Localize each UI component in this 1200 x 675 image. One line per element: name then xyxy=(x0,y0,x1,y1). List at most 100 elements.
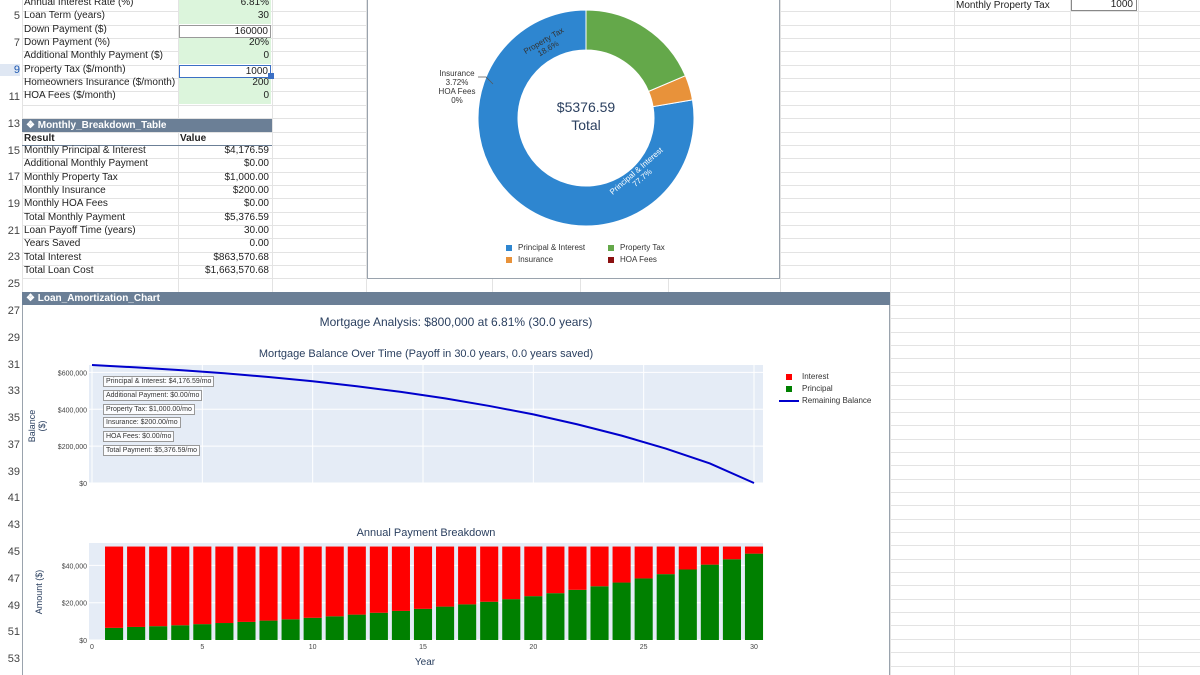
donut-legend-item[interactable]: Principal & Interest xyxy=(506,243,585,252)
interest-bar[interactable] xyxy=(369,546,388,613)
row-number[interactable]: 31 xyxy=(7,359,20,371)
row-number[interactable]: 13 xyxy=(7,118,20,130)
input-value[interactable]: 20% xyxy=(248,37,269,49)
principal-bar[interactable] xyxy=(678,569,697,640)
row-number[interactable]: 45 xyxy=(7,546,20,558)
row-number[interactable]: 51 xyxy=(7,626,20,638)
principal-bar[interactable] xyxy=(700,564,719,640)
input-value[interactable]: 160000 xyxy=(179,24,271,38)
principal-bar[interactable] xyxy=(590,586,609,640)
principal-bar[interactable] xyxy=(281,619,300,640)
principal-bar[interactable] xyxy=(458,604,477,640)
interest-bar[interactable] xyxy=(281,546,300,620)
principal-bar[interactable] xyxy=(303,617,322,640)
row-number[interactable]: 27 xyxy=(7,305,20,317)
principal-bar[interactable] xyxy=(149,626,168,640)
row-number[interactable]: 5 xyxy=(13,10,20,22)
interest-bar[interactable] xyxy=(436,546,455,607)
row-number[interactable]: 29 xyxy=(7,332,20,344)
interest-bar[interactable] xyxy=(700,546,719,565)
interest-bar[interactable] xyxy=(678,546,697,570)
input-value[interactable]: 6.81% xyxy=(240,0,269,8)
interest-bar[interactable] xyxy=(656,546,675,575)
principal-bar[interactable] xyxy=(744,553,764,640)
interest-bar[interactable] xyxy=(612,546,631,583)
interest-bar[interactable] xyxy=(149,546,168,627)
principal-bar[interactable] xyxy=(480,601,499,640)
donut-legend-item[interactable]: Insurance xyxy=(506,255,553,264)
row-number[interactable]: 41 xyxy=(7,492,20,504)
principal-bar[interactable] xyxy=(634,578,653,640)
input-value[interactable]: 1000 xyxy=(179,64,271,78)
principal-bar[interactable] xyxy=(524,596,543,640)
interest-bar[interactable] xyxy=(590,546,609,587)
principal-bar[interactable] xyxy=(215,623,234,640)
principal-bar[interactable] xyxy=(127,626,146,640)
amort-legend-item[interactable]: Principal xyxy=(786,384,833,393)
principal-bar[interactable] xyxy=(722,559,741,640)
monthly-property-tax-cell[interactable]: 1000 xyxy=(1071,0,1137,11)
row-number[interactable]: 17 xyxy=(7,171,20,183)
row-number[interactable]: 47 xyxy=(7,573,20,585)
row-number[interactable]: 23 xyxy=(7,251,20,263)
principal-bar[interactable] xyxy=(259,620,278,640)
principal-bar[interactable] xyxy=(502,599,521,640)
row-number[interactable]: 11 xyxy=(8,91,20,103)
remaining-balance-line[interactable] xyxy=(91,364,755,484)
amort-legend-item[interactable]: Interest xyxy=(786,372,829,381)
interest-bar[interactable] xyxy=(413,546,433,609)
row-number[interactable]: 37 xyxy=(7,439,20,451)
input-value[interactable]: 200 xyxy=(252,77,269,89)
donut-slice-pi[interactable] xyxy=(477,9,695,227)
selection-fill-handle[interactable] xyxy=(268,73,274,79)
interest-bar[interactable] xyxy=(171,546,190,626)
interest-bar[interactable] xyxy=(744,546,764,554)
input-value[interactable]: 30 xyxy=(257,10,269,22)
principal-bar[interactable] xyxy=(105,627,124,640)
input-value[interactable]: 0 xyxy=(263,90,269,102)
input-value[interactable]: 0 xyxy=(263,50,269,62)
principal-bar[interactable] xyxy=(347,614,366,640)
row-number[interactable]: 33 xyxy=(7,385,20,397)
donut-legend-item[interactable]: HOA Fees xyxy=(608,255,657,264)
interest-bar[interactable] xyxy=(193,546,212,625)
row-number[interactable]: 39 xyxy=(7,466,20,478)
interest-bar[interactable] xyxy=(303,546,322,618)
interest-bar[interactable] xyxy=(634,546,653,579)
row-number[interactable]: 25 xyxy=(7,278,20,290)
interest-bar[interactable] xyxy=(391,546,410,611)
interest-bar[interactable] xyxy=(524,546,543,597)
row-number[interactable]: 53 xyxy=(7,653,20,665)
interest-bar[interactable] xyxy=(546,546,565,594)
row-number[interactable]: 9 xyxy=(0,64,20,76)
interest-bar[interactable] xyxy=(347,546,366,615)
interest-bar[interactable] xyxy=(325,546,344,617)
row-number[interactable]: 7 xyxy=(13,37,20,49)
principal-bar[interactable] xyxy=(568,589,587,640)
principal-bar[interactable] xyxy=(171,625,190,640)
principal-bar[interactable] xyxy=(546,593,565,640)
principal-bar[interactable] xyxy=(656,574,675,640)
principal-bar[interactable] xyxy=(436,606,455,640)
interest-bar[interactable] xyxy=(127,546,146,627)
principal-bar[interactable] xyxy=(612,582,631,640)
interest-bar[interactable] xyxy=(237,546,256,622)
interest-bar[interactable] xyxy=(259,546,278,621)
interest-bar[interactable] xyxy=(502,546,521,600)
row-number[interactable]: 19 xyxy=(7,198,20,210)
row-number[interactable]: 49 xyxy=(7,600,20,612)
amort-legend-item[interactable]: Remaining Balance xyxy=(779,396,871,405)
donut-slice-tax[interactable] xyxy=(585,9,687,93)
principal-bar[interactable] xyxy=(369,612,388,640)
principal-bar[interactable] xyxy=(237,621,256,640)
interest-bar[interactable] xyxy=(215,546,234,624)
row-number[interactable]: 43 xyxy=(7,519,20,531)
principal-bar[interactable] xyxy=(325,616,344,640)
interest-bar[interactable] xyxy=(480,546,499,602)
interest-bar[interactable] xyxy=(105,546,124,628)
donut-legend-item[interactable]: Property Tax xyxy=(608,243,665,252)
interest-bar[interactable] xyxy=(568,546,587,590)
row-number[interactable]: 15 xyxy=(7,145,20,157)
principal-bar[interactable] xyxy=(391,610,410,640)
interest-bar[interactable] xyxy=(458,546,477,605)
